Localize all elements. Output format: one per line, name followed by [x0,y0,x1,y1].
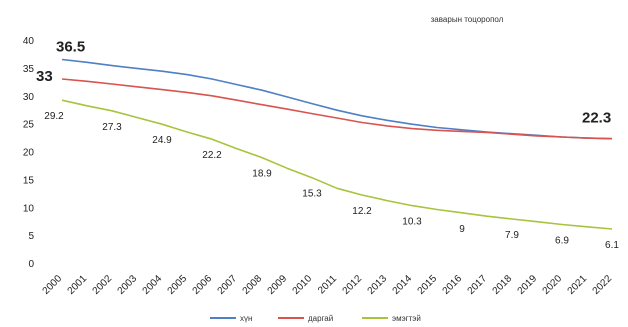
x-tick-label: 2005 [166,273,190,297]
data-label: 6.9 [555,236,569,247]
x-tick-label: 2008 [241,273,265,297]
data-label: 27.3 [102,122,122,133]
x-tick-label: 2019 [516,273,540,297]
legend-label: хүн [240,314,252,323]
x-tick-label: 2001 [66,273,90,297]
data-label: 9 [459,224,465,235]
x-tick-label: 2003 [116,273,140,297]
legend-item: хүн [210,314,252,323]
x-tick-label: 2022 [591,273,615,297]
chart-legend: хүн даргай эмэгтэй [210,314,421,323]
x-tick-label: 2015 [416,273,440,297]
y-tick-label: 20 [23,148,35,159]
x-tick-label: 2018 [491,273,515,297]
data-label: 22.2 [202,150,222,161]
y-tick-label: 10 [23,203,35,214]
y-tick-label: 25 [23,120,35,131]
chart-series-lines [61,58,613,230]
data-label: 33 [36,68,53,85]
legend-label: даргай [308,314,333,323]
data-label: 7.9 [505,230,519,241]
chart-title: заварын тоцоропол [431,15,504,24]
x-tick-label: 2007 [216,273,240,297]
data-label: 10.3 [402,217,422,228]
x-tick-label: 2000 [41,273,65,297]
data-label: 6.1 [605,240,619,251]
y-tick-label: 5 [28,231,34,242]
y-tick-label: 0 [28,259,34,270]
x-tick-label: 2017 [466,273,490,297]
x-tick-label: 2013 [366,273,390,297]
x-tick-label: 2010 [291,273,315,297]
series-line-1 [61,78,613,140]
data-label: 36.5 [56,39,85,56]
data-label: 12.2 [352,206,372,217]
chart-axes: 0 5 10 15 20 25 30 35 40 2000 2001 2002 2003 2004 2005… [23,36,615,297]
data-label: 18.9 [252,169,272,180]
legend-item: эмэгтэй [362,314,421,323]
x-tick-label: 2012 [341,273,365,297]
data-label: 15.3 [302,189,322,200]
data-label: 29.2 [44,111,64,122]
y-tick-label: 40 [23,36,35,47]
x-tick-label: 2002 [91,273,115,297]
series-line-2 [61,99,613,230]
y-tick-label: 35 [23,64,35,75]
legend-item: даргай [278,314,333,323]
x-tick-label: 2021 [566,273,590,297]
x-tick-label: 2016 [441,273,465,297]
y-tick-label: 15 [23,175,35,186]
data-label: 24.9 [152,135,172,146]
legend-label: эмэгтэй [392,314,421,323]
x-tick-label: 2006 [191,273,215,297]
series-line-0 [61,58,613,140]
x-tick-label: 2009 [266,273,290,297]
x-tick-label: 2020 [541,273,565,297]
x-tick-label: 2011 [316,273,339,296]
y-tick-label: 30 [23,92,35,103]
x-tick-label: 2014 [391,273,415,297]
data-label: 22.3 [582,110,611,127]
chart-data-labels: 36.533 22.3 29.2 27.3 24.9 22.2 18.9 15.3 12.2 10… [36,39,619,251]
x-tick-label: 2004 [141,273,165,297]
